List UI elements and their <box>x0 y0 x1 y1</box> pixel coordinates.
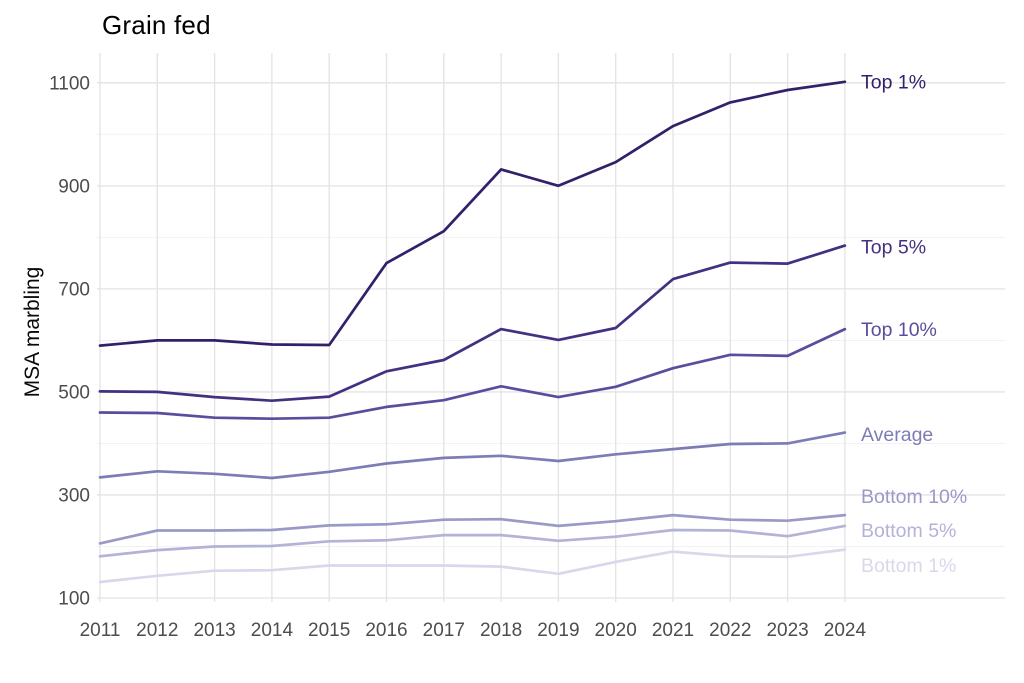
x-tick-label-2024: 2024 <box>824 620 867 641</box>
x-tick-label-2011: 2011 <box>80 620 121 641</box>
series-label-bottom-5: Bottom 5% <box>861 520 956 542</box>
line-top-5 <box>98 244 847 403</box>
x-tick-label-2015: 2015 <box>308 620 350 641</box>
series-label-bottom-10: Bottom 10% <box>861 486 967 508</box>
series-label-top-5: Top 5% <box>861 237 926 259</box>
line-top-1 <box>98 80 847 347</box>
series-label-top-10: Top 10% <box>861 319 937 341</box>
x-tick-label-2019: 2019 <box>537 620 579 641</box>
y-tick-label-700: 700 <box>58 279 90 300</box>
x-tick-label-2022: 2022 <box>709 620 751 641</box>
x-tick-label-2017: 2017 <box>423 620 465 641</box>
y-tick-label-100: 100 <box>58 589 90 610</box>
x-tick-label-2021: 2021 <box>652 620 694 641</box>
x-tick-label-2018: 2018 <box>480 620 522 641</box>
line-bottom-1 <box>98 548 847 584</box>
chart-title: Grain fed <box>102 10 211 40</box>
line-top-10 <box>98 327 847 421</box>
line-bottom-10 <box>98 513 847 545</box>
x-tick-label-2013: 2013 <box>193 620 235 641</box>
y-tick-label-1100: 1100 <box>49 73 90 94</box>
x-tick-label-2012: 2012 <box>136 620 178 641</box>
x-tick-label-2016: 2016 <box>365 620 407 641</box>
series-label-top-1: Top 1% <box>861 71 926 93</box>
line-average <box>98 431 847 480</box>
series-label-average: Average <box>861 424 933 446</box>
y-tick-label-300: 300 <box>58 485 90 506</box>
x-tick-label-2023: 2023 <box>766 620 808 641</box>
line-bottom-5 <box>98 524 847 558</box>
y-tick-label-900: 900 <box>58 176 90 197</box>
x-tick-label-2014: 2014 <box>251 620 294 641</box>
series-label-bottom-1: Bottom 1% <box>861 555 956 577</box>
y-tick-label-500: 500 <box>58 382 90 403</box>
x-tick-label-2020: 2020 <box>595 620 637 641</box>
